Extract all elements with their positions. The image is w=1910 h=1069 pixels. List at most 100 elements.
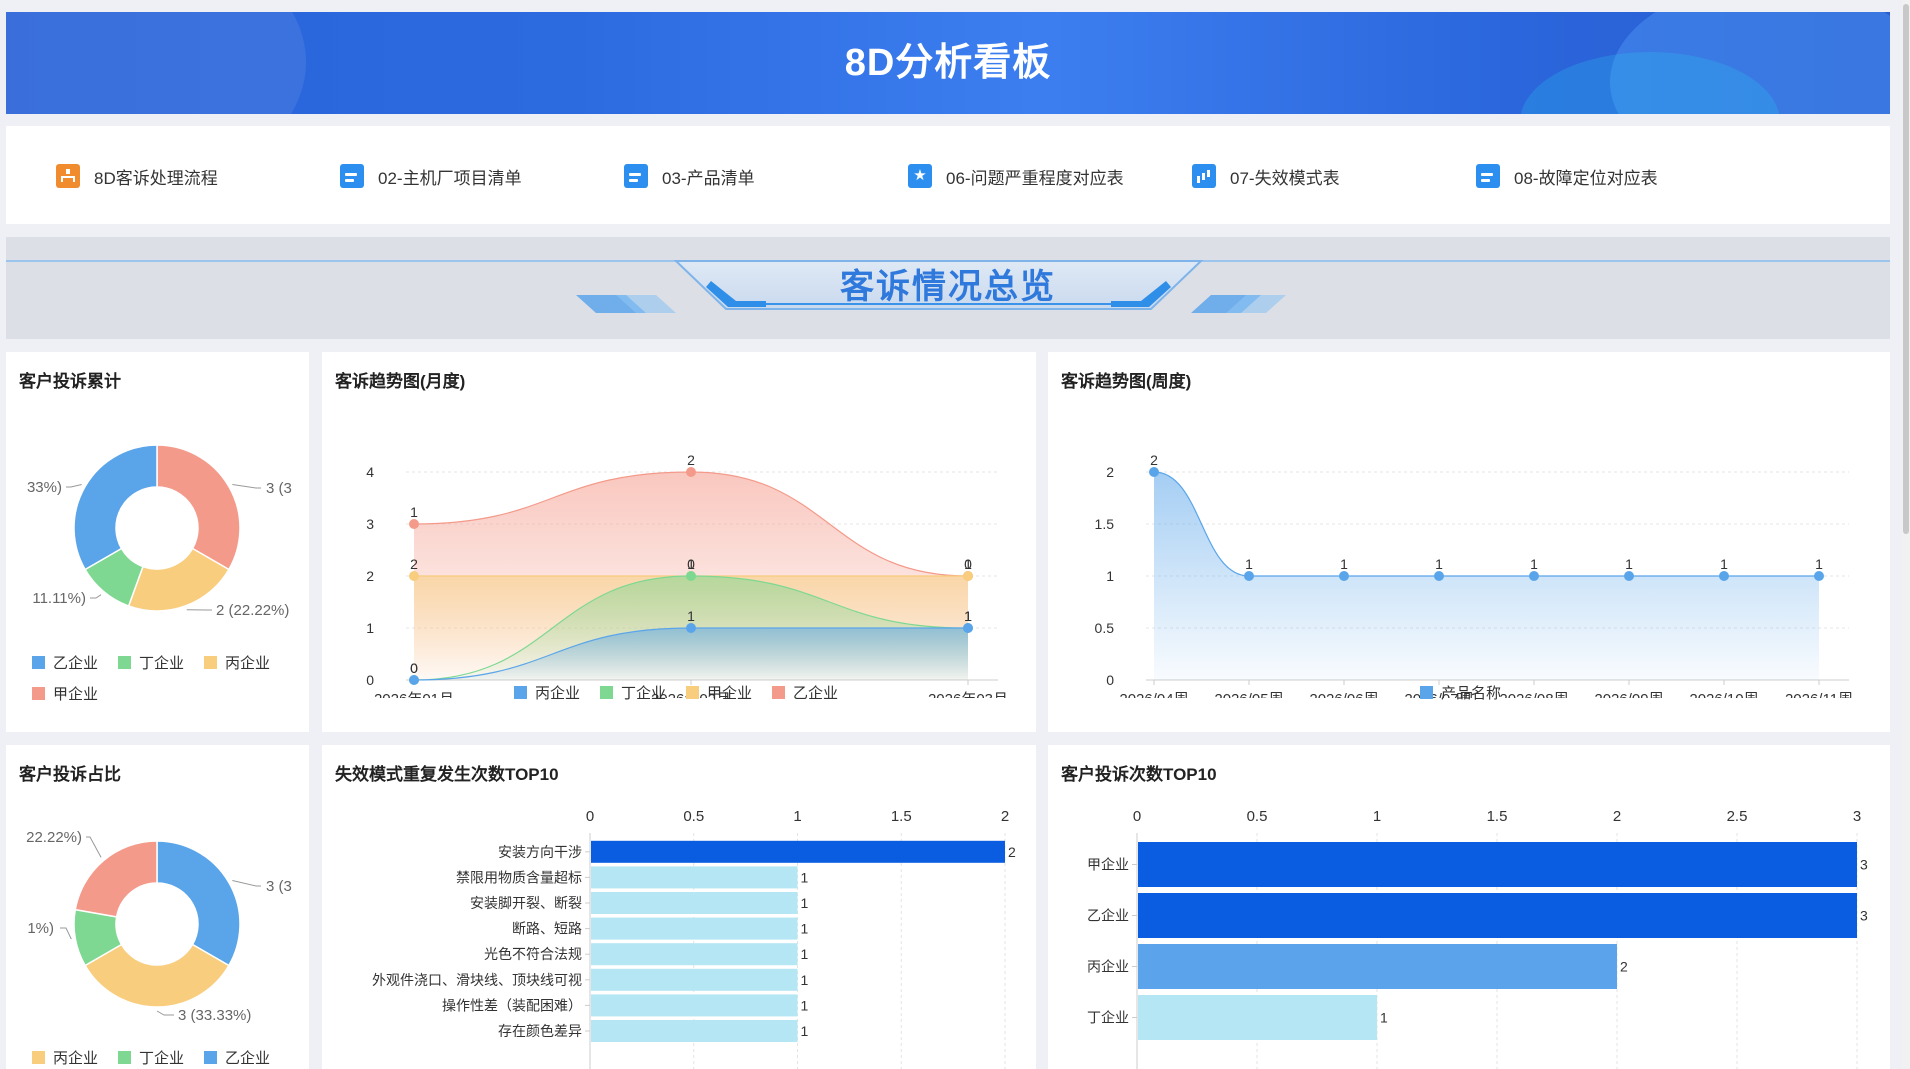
- data-label: 1: [1720, 556, 1728, 572]
- panel-complaint-trend-monthly: 客诉趋势图(月度) 012342026年01月2026年02月2026年03月0…: [322, 352, 1036, 732]
- bar-value-label: 3: [1860, 857, 1868, 873]
- slice-label: 2 (22.22%): [216, 602, 289, 619]
- x-tick-label: 2026年03月: [928, 691, 1008, 698]
- legend-label: 丙企业: [535, 685, 581, 702]
- document-icon: [624, 164, 648, 188]
- legend-label: 甲企业: [53, 686, 99, 703]
- chart-legend: 产品名称: [1420, 682, 1521, 703]
- nav-link-oem-projects[interactable]: 02-主机厂项目清单: [340, 162, 522, 190]
- data-label: 0: [687, 556, 695, 572]
- donut-slice: [73, 444, 158, 571]
- panel-title: 客诉趋势图(月度): [335, 372, 466, 391]
- category-label: 禁限用物质含量超标: [456, 869, 582, 885]
- bar: [591, 1020, 798, 1042]
- legend-item[interactable]: 乙企业: [772, 682, 838, 703]
- legend-swatch: [772, 686, 786, 699]
- legend-item[interactable]: 乙企业: [204, 1047, 270, 1068]
- slice-label-line: [90, 594, 102, 599]
- nav-link-failure-modes[interactable]: 07-失效模式表: [1192, 162, 1340, 190]
- legend-label: 丁企业: [139, 655, 185, 672]
- data-label: 1: [964, 608, 972, 624]
- legend-label: 乙企业: [793, 685, 839, 702]
- nav-link-fault-location[interactable]: 08-故障定位对应表: [1476, 162, 1658, 190]
- x-tick-label: 1: [793, 808, 801, 825]
- x-tick-label: 2.5: [1727, 808, 1748, 825]
- section-banner: 客诉情况总览: [6, 237, 1890, 339]
- legend-item[interactable]: 丁企业: [600, 682, 666, 703]
- panel-title: 客户投诉次数TOP10: [1061, 765, 1217, 784]
- slice-label-line: [232, 880, 261, 887]
- legend-item[interactable]: 丁企业: [118, 1047, 184, 1068]
- donut-slice: [127, 547, 230, 612]
- x-tick-label: 2026/10周: [1689, 691, 1758, 698]
- slice-label: 11.11%): [32, 590, 86, 607]
- quick-links-bar: 8D客诉处理流程 02-主机厂项目清单 03-产品清单 ★ 06-问题严重程度对…: [6, 126, 1890, 224]
- scrollbar-thumb[interactable]: [1903, 4, 1909, 534]
- legend-swatch: [204, 656, 218, 669]
- panel-customer-complaint-cumulative: 客户投诉累计 3 (3 2 (22.22%) 11.11%) 33%) 乙企业 丁企业 丙…: [6, 352, 309, 732]
- bar-value-label: 2: [1620, 959, 1628, 975]
- x-tick-label: 0.5: [683, 808, 704, 825]
- x-tick-label: 2026/09周: [1594, 691, 1663, 698]
- series-area: [414, 628, 968, 680]
- slice-label: 33%): [27, 479, 62, 496]
- data-label: 2: [687, 452, 695, 468]
- category-label: 外观件浇口、滑块线、顶块线可视: [372, 972, 582, 988]
- data-label: 1: [410, 504, 418, 520]
- data-point: [1719, 571, 1729, 581]
- legend-swatch: [32, 1051, 45, 1064]
- data-label: 1: [964, 608, 972, 624]
- slice-label-line: [66, 484, 82, 488]
- slice-label: 3 (3: [266, 878, 292, 895]
- data-label: 1: [1625, 556, 1633, 572]
- data-label: 1: [687, 608, 695, 624]
- vertical-scrollbar[interactable]: [1902, 0, 1910, 1069]
- data-point: [1434, 571, 1444, 581]
- category-label: 安装方向干涉: [498, 844, 582, 860]
- data-point: [1149, 467, 1159, 477]
- legend-item[interactable]: 丙企业: [514, 682, 580, 703]
- nav-link-label: 8D客诉处理流程: [94, 168, 218, 188]
- legend-item[interactable]: 甲企业: [686, 682, 752, 703]
- y-tick-label: 2: [1106, 464, 1114, 480]
- legend-item[interactable]: 甲企业: [32, 683, 98, 704]
- donut-chart-cumulative: 3 (3 2 (22.22%) 11.11%) 33%): [27, 444, 292, 619]
- nav-link-label: 07-失效模式表: [1230, 168, 1340, 188]
- y-tick-label: 3: [366, 516, 374, 532]
- legend-item[interactable]: 丙企业: [32, 1047, 98, 1068]
- data-label: 1: [1435, 556, 1443, 572]
- legend-label: 乙企业: [225, 1050, 271, 1067]
- legend-item[interactable]: 产品名称: [1420, 682, 1501, 703]
- legend-item[interactable]: 乙企业: [32, 652, 98, 673]
- x-tick-label: 0: [586, 808, 594, 825]
- nav-link-severity-table[interactable]: ★ 06-问题严重程度对应表: [908, 162, 1124, 190]
- x-tick-label: 1: [1373, 808, 1381, 825]
- legend-label: 产品名称: [1441, 685, 1502, 702]
- legend-item[interactable]: 丁企业: [118, 652, 184, 673]
- panel-title: 失效模式重复发生次数TOP10: [335, 765, 559, 784]
- donut-slice: [156, 840, 241, 967]
- bar-value-label: 1: [801, 895, 809, 911]
- slice-label: 3 (33.33%): [178, 1007, 251, 1024]
- nav-link-label: 03-产品清单: [662, 168, 755, 188]
- data-point: [686, 571, 696, 581]
- legend-label: 丁企业: [621, 685, 667, 702]
- bar-value-label: 1: [1380, 1010, 1388, 1026]
- nav-link-product-list[interactable]: 03-产品清单: [624, 162, 755, 190]
- bar-chart-customers: 0 0.5 1 1.5 2 2.5 3 甲企业 3 乙企业 3 丙企业 2 丁企业 1: [1087, 808, 1868, 1069]
- panel-title: 客诉趋势图(周度): [1061, 372, 1192, 391]
- legend-swatch: [204, 1051, 218, 1064]
- category-label: 存在颜色差异: [498, 1023, 582, 1039]
- bar-value-label: 3: [1860, 908, 1868, 924]
- data-point: [686, 623, 696, 633]
- data-point: [1244, 571, 1254, 581]
- series-line: [1153, 471, 1819, 577]
- bar-value-label: 1: [801, 972, 809, 988]
- header-decoration: [6, 12, 306, 114]
- nav-link-8d-process[interactable]: 8D客诉处理流程: [56, 162, 218, 190]
- category-label: 操作性差（装配困难）: [442, 997, 582, 1013]
- y-tick-label: 1.5: [1095, 516, 1115, 532]
- bar-value-label: 1: [801, 869, 809, 885]
- legend-item[interactable]: 丙企业: [204, 652, 270, 673]
- category-label: 断路、短路: [512, 921, 582, 937]
